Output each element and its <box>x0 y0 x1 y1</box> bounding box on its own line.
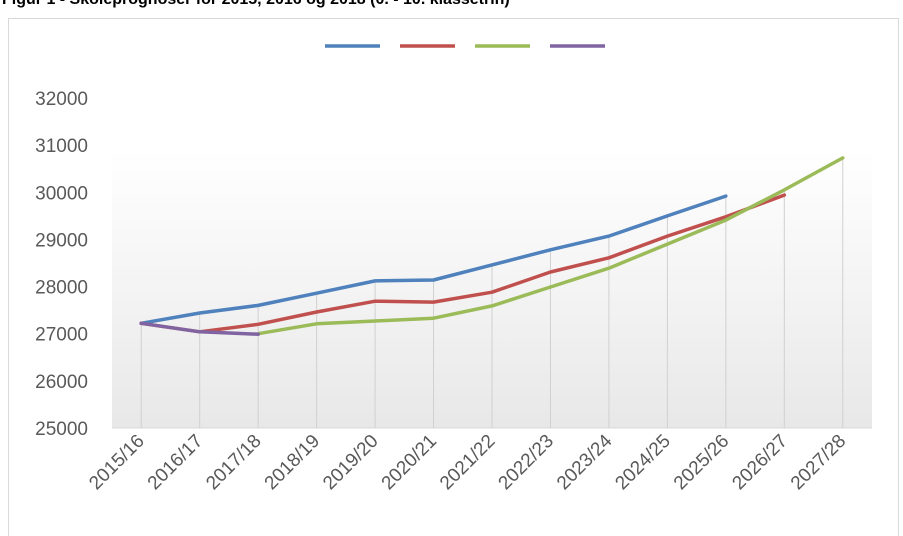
x-tick-label: 2018/19 <box>261 431 324 494</box>
y-tick-label: 25000 <box>35 419 88 440</box>
chart-border <box>8 18 899 536</box>
x-tick-label: 2019/20 <box>319 431 382 494</box>
y-tick-label: 26000 <box>35 372 88 393</box>
x-tick-label: 2025/26 <box>670 431 733 494</box>
series-line <box>139 321 260 336</box>
series-line <box>139 194 728 326</box>
series-line <box>256 156 845 336</box>
series-line <box>139 193 787 334</box>
y-tick-label: 30000 <box>35 183 88 204</box>
x-tick-label: 2026/27 <box>728 431 791 494</box>
y-tick-label: 27000 <box>35 325 88 346</box>
y-tick-label: 32000 <box>35 89 88 110</box>
x-tick-label: 2027/28 <box>787 431 850 494</box>
x-tick-label: 2020/21 <box>378 431 441 494</box>
y-tick-label: 31000 <box>35 136 88 157</box>
x-tick-label: 2017/18 <box>202 431 265 494</box>
chart-title: Figur 1 - Skoleprognoser for 2015, 2016 … <box>2 0 510 8</box>
x-tick-label: 2015/16 <box>85 431 148 494</box>
x-tick-label: 2022/23 <box>495 431 558 494</box>
x-tick-label: 2024/25 <box>612 431 675 494</box>
x-tick-label: 2023/24 <box>553 430 617 494</box>
y-tick-label: 28000 <box>35 278 88 299</box>
x-tick-label: 2016/17 <box>144 431 207 494</box>
y-tick-label: 29000 <box>35 230 88 251</box>
x-tick-label: 2021/22 <box>436 431 499 494</box>
